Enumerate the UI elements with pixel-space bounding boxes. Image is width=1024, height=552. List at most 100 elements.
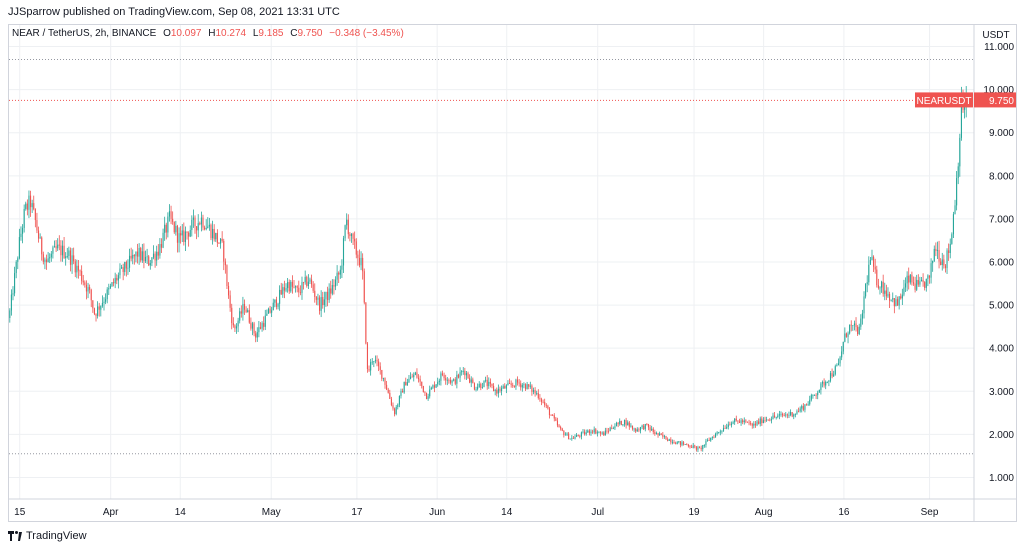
candle-body	[537, 393, 539, 399]
x-tick-label: Aug	[755, 507, 773, 518]
candle-body	[646, 423, 648, 425]
candle-body	[857, 327, 859, 335]
footer[interactable]: TradingView	[8, 530, 87, 542]
candle-body	[836, 365, 838, 367]
candle-body	[785, 414, 787, 416]
x-tick-label: 15	[14, 507, 26, 518]
candle-body	[235, 326, 238, 329]
candle-body	[691, 446, 693, 448]
candle-body	[577, 435, 579, 436]
candle-body	[810, 395, 812, 400]
candle-body	[630, 425, 632, 427]
candle-body	[734, 418, 736, 423]
candle-body	[625, 419, 627, 426]
candle-body	[876, 269, 878, 286]
candle-body	[908, 275, 910, 283]
candle-body	[566, 433, 568, 435]
change-value: −0.348 (−3.45%)	[329, 28, 404, 39]
candle-body	[552, 415, 554, 417]
candle-body	[534, 390, 536, 394]
candle-body	[157, 251, 159, 256]
candle-body	[456, 374, 458, 384]
candle-body	[697, 447, 699, 450]
candle-body	[12, 293, 14, 295]
candle-body	[192, 217, 194, 220]
x-tick-label: 16	[838, 507, 850, 518]
candle-body	[121, 267, 123, 269]
candle-body	[213, 228, 215, 240]
candle-body	[531, 385, 533, 392]
candle-body	[571, 437, 573, 439]
candle-body	[395, 406, 397, 415]
candle-body	[504, 386, 506, 389]
candle-body	[588, 430, 590, 434]
candle-body	[41, 237, 43, 255]
candle-body	[422, 385, 424, 393]
candle-body	[592, 431, 594, 433]
candle-body	[178, 233, 180, 243]
candle-body	[446, 379, 448, 381]
candle-body	[521, 385, 523, 388]
candle-body	[590, 431, 592, 434]
candle-body	[93, 308, 95, 315]
candle-body	[732, 422, 734, 424]
candle-body	[280, 289, 282, 295]
candle-body	[215, 232, 217, 240]
candle-body	[494, 390, 496, 391]
candle-body	[218, 242, 220, 244]
candle-body	[427, 396, 429, 399]
candle-body	[20, 233, 22, 238]
candle-body	[488, 381, 490, 387]
candle-body	[825, 381, 827, 386]
candle-body	[124, 261, 126, 272]
brand-label: TradingView	[26, 530, 87, 542]
candle-body	[368, 368, 370, 371]
candle-body	[946, 250, 948, 269]
candle-body	[889, 293, 891, 301]
candle-body	[865, 283, 867, 297]
candle-body	[906, 275, 908, 284]
candle-body	[823, 381, 825, 386]
candle-body	[196, 226, 198, 231]
candle-body	[186, 231, 188, 233]
candle-body	[801, 406, 803, 409]
candle-body	[485, 379, 487, 381]
candle-body	[180, 233, 182, 236]
candle-body	[614, 426, 616, 429]
candle-body	[932, 260, 934, 264]
candle-body	[219, 238, 222, 244]
candle-body	[743, 420, 745, 423]
candle-body	[100, 306, 102, 310]
candle-body	[636, 429, 638, 432]
candle-body	[561, 428, 563, 431]
candle-body	[508, 383, 511, 384]
candle-body	[758, 421, 760, 424]
candle-body	[812, 395, 814, 397]
candle-body	[478, 383, 480, 387]
candle-body	[569, 438, 571, 440]
y-tick-label: 6.000	[989, 258, 1014, 269]
candle-body	[462, 370, 464, 372]
candle-body	[360, 257, 362, 266]
chart-frame[interactable]: USDT 1.000 2.000 3.000 4.000 5.000 6.000 7.000 8…	[8, 24, 1017, 522]
candle-body	[612, 428, 614, 430]
candle-body	[433, 385, 436, 388]
candle-body	[9, 310, 11, 319]
x-tick-label: Jun	[429, 507, 445, 518]
candle-body	[111, 282, 113, 286]
price-chart[interactable]: USDT 1.000 2.000 3.000 4.000 5.000 6.000 7.000 8…	[9, 25, 1017, 522]
candle-body	[288, 282, 290, 292]
close-label: C	[290, 28, 298, 39]
candle-body	[251, 323, 254, 329]
candle-body	[167, 216, 169, 233]
candle-body	[930, 263, 932, 278]
candle-body	[817, 392, 819, 396]
candle-body	[869, 259, 871, 265]
candle-body	[306, 276, 308, 287]
candle-body	[18, 237, 20, 259]
candle-body	[849, 324, 851, 334]
candle-body	[114, 277, 116, 284]
candle-body	[560, 427, 562, 429]
candle-body	[713, 437, 715, 438]
candle-body	[951, 234, 953, 244]
